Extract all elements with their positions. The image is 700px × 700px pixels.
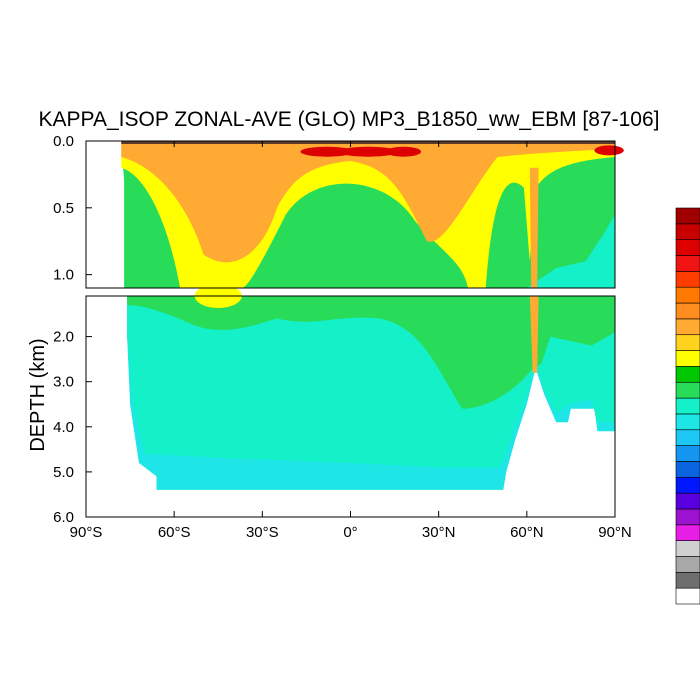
lower-column: [529, 296, 539, 373]
colorbar-swatch: [675, 476, 700, 494]
y-tick-label: 1.0: [53, 267, 74, 284]
x-tick-label: 90°N: [598, 524, 632, 541]
colorbar-swatch: [675, 302, 700, 320]
colorbar-swatch: [675, 239, 700, 256]
colorbar-swatch: [675, 255, 700, 272]
upper-maximum: [385, 146, 422, 157]
y-tick-label: 3.0: [53, 374, 74, 391]
upper-maximum: [300, 146, 354, 157]
x-tick-label: 60°S: [158, 524, 191, 541]
y-tick-label: 0.0: [53, 133, 74, 150]
y-tick-label: 2.0: [53, 329, 74, 346]
colorbar-swatch: [675, 223, 700, 240]
colorbar-swatch: [675, 413, 700, 431]
colorbar-swatch: [675, 429, 700, 446]
x-tick-label: 0°: [343, 524, 357, 541]
colorbar-swatch: [675, 397, 700, 415]
upper-peak-band: [121, 141, 616, 263]
x-tick-label: 90°S: [70, 524, 103, 541]
x-tick-label: 30°S: [246, 524, 279, 541]
x-tick-label: 60°N: [510, 524, 544, 541]
y-tick-label: 6.0: [53, 509, 74, 526]
chart-title: KAPPA_ISOP ZONAL-AVE (GLO) MP3_B1850_ww_…: [39, 108, 660, 131]
colorbar-swatch: [675, 271, 700, 288]
colorbar-swatch: [675, 350, 700, 367]
upper-panel: [86, 141, 624, 288]
upper-column: [529, 167, 539, 288]
colorbar-swatch: [675, 366, 700, 383]
y-axis-label: DEPTH (km): [27, 338, 49, 451]
y-tick-label: 0.5: [53, 200, 74, 217]
lower-high-band: [127, 296, 616, 409]
colorbar-swatch: [675, 461, 700, 478]
upper-maximum: [594, 145, 624, 156]
colorbar-swatch: [675, 540, 700, 557]
colorbar-swatch: [675, 207, 700, 225]
colorbar-swatch: [675, 318, 700, 336]
colorbar-swatch: [675, 508, 700, 526]
upper-maximum: [338, 146, 398, 157]
surface-strip: [121, 141, 616, 144]
colorbar-swatch: [675, 334, 700, 351]
colorbar-swatch: [675, 286, 700, 304]
y-tick-label: 4.0: [53, 419, 74, 436]
y-tick-label: 5.0: [53, 464, 74, 481]
colorbar: [675, 207, 700, 605]
lower-panel: [86, 284, 616, 517]
colorbar-swatch: [675, 572, 700, 589]
colorbar-swatch: [675, 587, 700, 605]
colorbar-swatch: [675, 524, 700, 541]
colorbar-swatch: [675, 556, 700, 573]
colorbar-swatch: [675, 492, 700, 510]
x-tick-label: 30°N: [422, 524, 456, 541]
axes: 90°S 60°S 30°S 0° 30°N 60°N 90°N 0.0 0.5 1.0 2.0 3.…: [53, 133, 632, 541]
colorbar-swatch: [675, 381, 700, 399]
colorbar-swatch: [675, 445, 700, 462]
